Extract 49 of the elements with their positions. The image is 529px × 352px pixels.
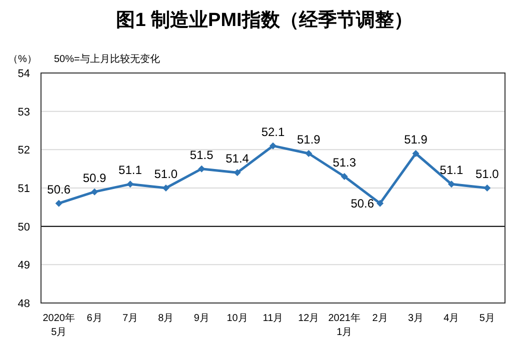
y-axis-title: （%） [8, 54, 37, 65]
data-label: 51.4 [226, 152, 250, 166]
x-tick-label: 2021年 1月 [328, 312, 361, 338]
x-tick-label: 3月 [408, 313, 424, 324]
data-label: 50.9 [82, 170, 107, 185]
point [55, 200, 62, 207]
data-label: 50.6 [47, 182, 71, 196]
x-tick-label: 6月 [86, 313, 102, 324]
x-tick-label: 5月 [479, 313, 495, 324]
data-label: 51.5 [190, 148, 214, 162]
point [198, 165, 206, 172]
data-label: 51.9 [404, 132, 428, 146]
point [448, 180, 455, 188]
data-label: 52.1 [261, 124, 285, 139]
data-label: 50.6 [350, 196, 374, 210]
x-tick-label: 11月 [262, 313, 284, 324]
point [270, 142, 276, 150]
point [91, 188, 98, 196]
text: 50%=与上月比较无变化 [54, 53, 160, 65]
data-label: 51.0 [154, 167, 178, 181]
point [484, 184, 491, 192]
point [305, 150, 312, 157]
point [162, 184, 170, 192]
x-tick-label: 2月 [372, 313, 388, 324]
y-tick-label: 53 [18, 106, 30, 118]
data-label: 51.1 [118, 163, 142, 178]
y-tick-label: 49 [18, 260, 30, 272]
x-tick-label: 10月 [226, 313, 248, 324]
x-tick-label: 4月 [444, 313, 460, 324]
x-tick-label: 8月 [158, 313, 174, 324]
point [126, 180, 134, 188]
x-tick-label: 9月 [194, 313, 210, 324]
data-label: 51.9 [297, 132, 321, 146]
x-tick-label: 12月 [298, 313, 320, 324]
point [376, 200, 384, 207]
y-tick-label: 51 [18, 183, 30, 195]
chart-title: 图1 制造业PMI指数（经季节调整） [116, 9, 413, 31]
y-tick-label: 54 [18, 68, 30, 80]
data-label: 51.3 [332, 156, 356, 170]
point [412, 150, 420, 157]
point [340, 173, 348, 180]
data-label: 51.1 [440, 163, 464, 178]
x-tick-label: 7月 [122, 313, 138, 324]
y-tick-label: 48 [18, 298, 30, 310]
x-tick-label: 2020年 5月 [42, 312, 75, 338]
point [234, 169, 241, 176]
y-tick-label: 50 [18, 221, 30, 234]
y-tick-label: 52 [18, 144, 30, 157]
data-label: 51.0 [475, 167, 500, 181]
